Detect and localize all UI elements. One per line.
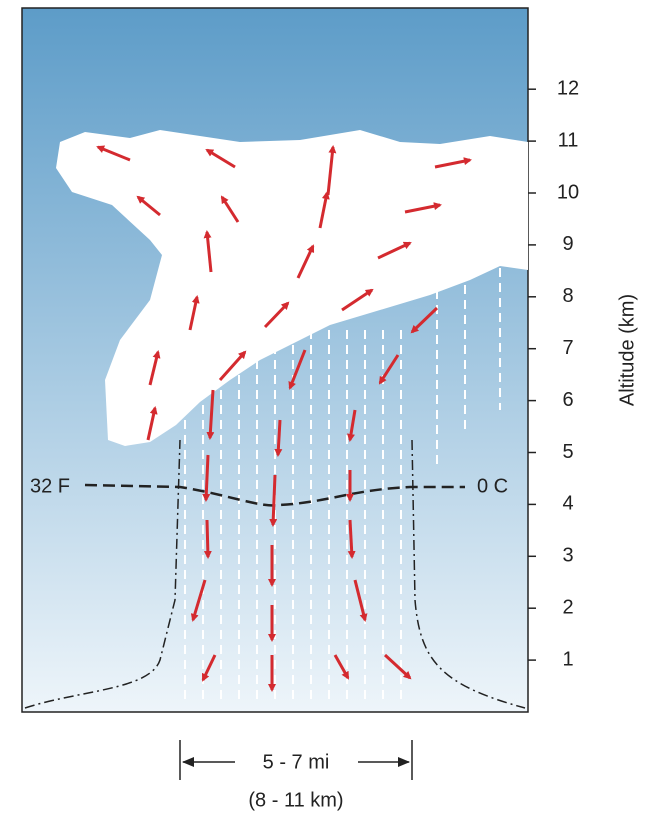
air-arrow [220,195,240,223]
width-km: (8 - 11 km) [248,789,343,811]
air-arrow [203,519,212,559]
air-arrow [202,454,211,502]
downdraft-outline [24,439,526,709]
width-miles: 5 - 7 mi [263,751,330,773]
air-arrow [218,350,247,381]
air-arrow [206,389,215,440]
axis-tick-label: 8 [562,285,573,307]
freezing-label-c: 0 C [477,475,508,497]
air-arrow [274,419,283,457]
axis-tick-label: 11 [558,129,579,151]
air-arrow [377,241,412,260]
air-arrow [353,579,368,622]
axis-tick-label: 9 [562,233,573,255]
air-arrow [136,195,161,217]
axis-tick-label: 3 [562,545,573,567]
air-arrow [383,653,412,680]
axis-tick-label: 7 [562,337,573,359]
air-arrow [203,230,213,273]
air-arrow [378,354,400,385]
axis-label: Altitude (km) [616,294,638,406]
air-arrow [205,148,236,169]
air-arrow [188,295,200,331]
air-arrow [201,654,217,682]
cloud [56,130,528,446]
air-arrow [148,350,161,386]
axis-tick-label: 5 [562,441,573,463]
axis-tick-label: 2 [562,596,573,618]
air-arrow [318,191,330,229]
air-arrow [96,145,131,162]
axis-tick-label: 12 [557,77,579,99]
air-arrow [263,301,290,329]
air-arrow [288,349,307,390]
axis-tick-label: 1 [562,648,573,670]
axis-tick-label: 4 [562,493,573,515]
air-arrow [341,288,374,312]
axis-tick-label: 6 [562,389,573,411]
air-arrow [190,579,207,622]
air-arrow [434,157,472,169]
air-arrow [269,474,278,527]
air-flow [96,145,472,692]
freezing-line [84,483,465,507]
air-arrow [296,244,315,279]
air-arrow [146,406,158,441]
air-arrow [347,409,357,442]
air-arrow [326,145,337,196]
air-arrow [333,654,350,680]
air-arrow [404,202,442,214]
air-arrow [347,519,356,559]
freezing-label-f: 32 F [30,475,70,497]
air-arrow [410,306,439,334]
axis-tick-label: 10 [557,181,579,203]
